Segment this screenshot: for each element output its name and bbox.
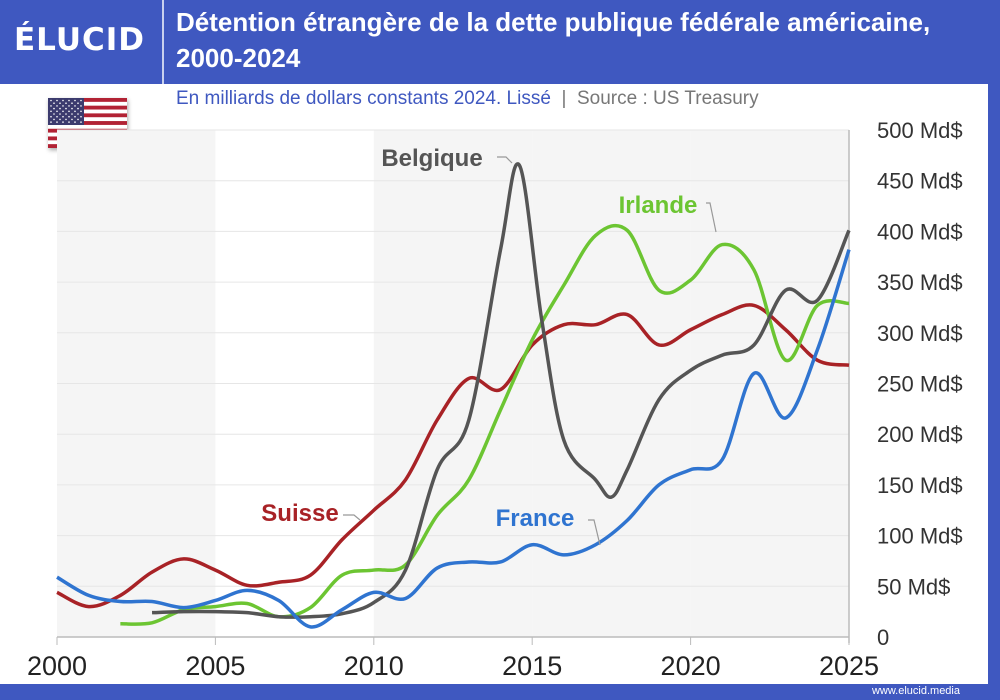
y-tick-label: 350 Md$ xyxy=(877,270,963,295)
flag-star xyxy=(50,99,52,102)
flag-star xyxy=(62,115,64,118)
series-label-irlande: Irlande xyxy=(619,192,698,219)
flag-star xyxy=(68,115,70,118)
label-leader-line xyxy=(588,519,601,546)
series-line-irlande xyxy=(120,223,850,626)
source-text: Source : US Treasury xyxy=(576,88,759,109)
series-line-france xyxy=(56,249,851,629)
flag-star xyxy=(77,113,79,115)
flag-star xyxy=(80,110,82,113)
flag-star xyxy=(77,102,79,104)
flag-star xyxy=(77,107,79,110)
flag-star xyxy=(68,105,70,107)
flag-star xyxy=(56,99,58,102)
flag-star xyxy=(62,105,64,107)
y-tick-label: 150 Md$ xyxy=(877,473,963,498)
flag-star xyxy=(56,110,58,113)
flag-star xyxy=(68,110,70,113)
flag-star xyxy=(68,99,70,102)
flag-stripe xyxy=(48,105,127,110)
series-label-suisse: Suisse xyxy=(261,500,338,527)
flag-star xyxy=(71,118,73,121)
flag-star xyxy=(56,105,58,107)
chart-title: Détention étrangère de la dette publique… xyxy=(176,7,931,73)
flag-star xyxy=(50,105,52,107)
flag-star xyxy=(65,107,67,110)
flag-star xyxy=(53,107,55,110)
x-tick-label: 2010 xyxy=(344,651,404,681)
flag-star xyxy=(62,121,64,123)
flag-stripe xyxy=(48,98,127,103)
x-tick-label: 2025 xyxy=(819,651,879,681)
flag-star xyxy=(50,110,52,113)
flag-star xyxy=(74,110,76,113)
flag-star xyxy=(80,121,82,123)
flag-star xyxy=(50,115,52,118)
flag-star xyxy=(59,107,61,110)
flag-star xyxy=(65,118,67,121)
flag-star xyxy=(53,102,55,104)
series-line-suisse xyxy=(56,303,850,609)
x-tick-label: 2015 xyxy=(502,651,562,681)
elucid-logo: ÉLUCID xyxy=(14,22,146,58)
label-leader-line xyxy=(497,156,513,164)
flag-stripe xyxy=(48,101,127,106)
series-line-belgique xyxy=(151,162,851,619)
flag-stripe xyxy=(48,113,127,118)
flag-star xyxy=(53,113,55,115)
flag-star xyxy=(80,105,82,107)
x-tick-label: 2000 xyxy=(27,651,87,681)
flag-star xyxy=(62,110,64,113)
flag-star xyxy=(59,102,61,104)
flag-star xyxy=(71,107,73,110)
flag-star xyxy=(62,99,64,102)
y-tick-label: 300 Md$ xyxy=(877,321,963,346)
flag-star xyxy=(80,115,82,118)
flag-star xyxy=(59,113,61,115)
flag-star xyxy=(74,105,76,107)
flag-star xyxy=(56,121,58,123)
label-leader-line xyxy=(343,514,361,521)
flag-star xyxy=(50,121,52,123)
x-tick-label: 2020 xyxy=(661,651,721,681)
label-leader-line xyxy=(706,202,717,233)
series-label-france: France xyxy=(496,505,575,532)
y-tick-label: 50 Md$ xyxy=(877,574,950,599)
y-tick-label: 250 Md$ xyxy=(877,372,963,397)
flag-star xyxy=(68,121,70,123)
y-tick-label: 400 Md$ xyxy=(877,219,963,244)
flag-star xyxy=(74,121,76,123)
y-tick-label: 0 xyxy=(877,625,889,650)
flag-star xyxy=(80,99,82,102)
flag-stripe xyxy=(48,124,127,129)
y-tick-label: 100 Md$ xyxy=(877,524,963,549)
flag-star xyxy=(71,102,73,104)
subtitle-separator: | xyxy=(550,88,577,109)
header: ÉLUCID Détention étrangère de la dette p… xyxy=(0,0,1000,84)
website-credit: www.elucid.media xyxy=(871,685,960,697)
flag-star xyxy=(65,102,67,104)
header-divider xyxy=(162,0,164,84)
flag-star xyxy=(74,115,76,118)
flag-star xyxy=(71,113,73,115)
series-label-belgique: Belgique xyxy=(381,145,482,172)
flag-stripe xyxy=(48,117,127,122)
y-tick-label: 450 Md$ xyxy=(877,169,963,194)
flag-star xyxy=(74,99,76,102)
flag-star xyxy=(59,118,61,121)
flag-stripe xyxy=(48,121,127,126)
flag-star xyxy=(56,115,58,118)
chart-subtitle: En milliards de dollars constants 2024. … xyxy=(176,88,759,110)
flag-star xyxy=(77,118,79,121)
flag-stripe xyxy=(48,109,127,114)
x-tick-label: 2005 xyxy=(185,651,245,681)
y-tick-label: 500 Md$ xyxy=(877,118,963,143)
y-tick-label: 200 Md$ xyxy=(877,422,963,447)
flag-star xyxy=(65,113,67,115)
flag-star xyxy=(53,118,55,121)
subtitle-text: En milliards de dollars constants 2024. … xyxy=(176,88,551,109)
